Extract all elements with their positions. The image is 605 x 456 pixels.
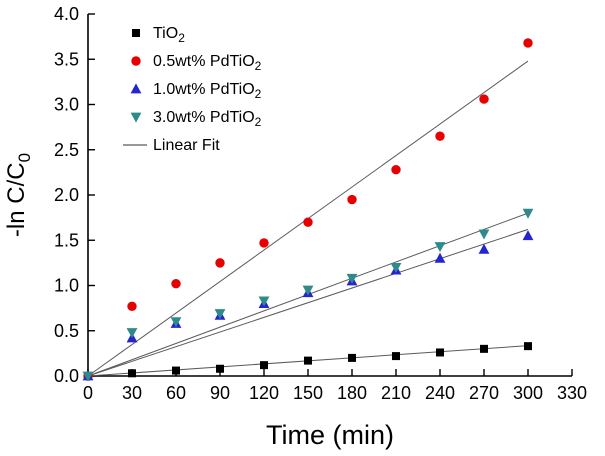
circle-marker-icon <box>435 131 445 141</box>
triangle-down-marker-icon <box>478 229 490 240</box>
x-tick-label: 240 <box>425 383 455 403</box>
circle-marker-icon <box>303 217 313 227</box>
y-axis-title: -ln C/C0 <box>3 153 34 237</box>
x-axis-title: Time (min) <box>266 420 394 450</box>
x-tick-label: 210 <box>381 383 411 403</box>
square-marker-icon <box>392 352 400 361</box>
y-tick-label: 1.5 <box>54 230 79 250</box>
triangle-up-marker-icon <box>434 252 446 263</box>
square-marker-icon <box>128 369 136 378</box>
legend: TiO2 0.5wt% PdTiO2 1.0wt% PdTiO2 3.0wt% PdT… <box>123 25 262 154</box>
x-tick-label: 300 <box>513 383 543 403</box>
x-tick-label: 270 <box>469 383 499 403</box>
x-tick-label: 150 <box>293 383 323 403</box>
circle-marker-icon <box>259 238 269 248</box>
axes: 0 30 60 90 120 150 180 210 240 270 300 330 0.0 0.5 1.0… <box>54 4 587 403</box>
circle-marker-icon <box>171 278 181 289</box>
triangle-down-marker-icon <box>390 263 402 273</box>
circle-marker-icon <box>347 194 357 205</box>
square-marker-icon <box>524 342 532 351</box>
x-tick-label: 0 <box>83 383 93 403</box>
y-tick-label: 2.0 <box>54 185 79 205</box>
x-tick-label: 180 <box>337 383 367 403</box>
y-tick-label: 0.0 <box>54 366 79 386</box>
triangle-down-marker-icon <box>82 371 94 382</box>
circle-marker-icon <box>127 301 137 312</box>
square-marker-icon <box>348 353 356 362</box>
x-tick-label: 30 <box>122 383 142 403</box>
square-marker-icon <box>172 366 180 375</box>
triangle-down-marker-icon <box>170 317 182 328</box>
x-tick-label: 330 <box>557 383 587 403</box>
circle-marker-icon <box>479 94 489 104</box>
triangle-down-marker-icon <box>302 285 314 296</box>
triangle-down-marker-icon <box>258 296 270 307</box>
triangle-down-marker-icon <box>126 328 138 339</box>
square-marker-icon <box>436 348 444 357</box>
y-tick-label: 3.5 <box>54 49 79 69</box>
circle-marker-icon <box>131 56 141 66</box>
legend-label: Linear Fit <box>153 137 220 154</box>
legend-label: 0.5wt% PdTiO2 <box>153 53 262 73</box>
legend-label: 1.0wt% PdTiO2 <box>153 81 262 101</box>
x-tick-label: 120 <box>249 383 279 403</box>
series-3.0wt-PdTiO2 <box>82 208 534 382</box>
y-tick-label: 2.5 <box>54 140 79 160</box>
triangle-up-marker-icon <box>478 243 490 254</box>
square-marker-icon <box>304 356 312 365</box>
triangle-up-marker-icon <box>522 230 534 241</box>
square-marker-icon <box>480 344 488 353</box>
legend-label: 3.0wt% PdTiO2 <box>153 109 262 129</box>
y-tick-label: 4.0 <box>54 4 79 24</box>
circle-marker-icon <box>391 164 401 175</box>
x-tick-label: 60 <box>166 383 186 403</box>
circle-marker-icon <box>215 258 225 268</box>
triangle-down-marker-icon <box>346 273 358 284</box>
triangle-down-marker-icon <box>130 112 142 123</box>
square-marker-icon <box>216 364 224 373</box>
y-tick-label: 1.0 <box>54 276 79 296</box>
legend-label: TiO2 <box>153 25 185 45</box>
y-tick-label: 3.0 <box>54 95 79 115</box>
circle-marker-icon <box>523 38 533 48</box>
triangle-down-marker-icon <box>214 309 226 320</box>
square-marker-icon <box>260 361 268 370</box>
x-tick-label: 90 <box>210 383 230 403</box>
triangle-up-marker-icon <box>130 83 142 94</box>
square-marker-icon <box>132 29 140 37</box>
y-tick-label: 0.5 <box>54 321 79 341</box>
series-0.5wt-PdTiO2 <box>83 38 533 381</box>
triangle-down-marker-icon <box>434 242 446 253</box>
fit-line <box>87 228 529 377</box>
triangle-down-marker-icon <box>522 208 534 219</box>
